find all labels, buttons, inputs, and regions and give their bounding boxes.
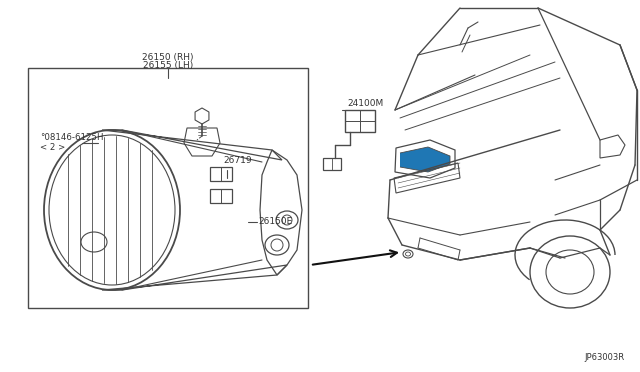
Bar — [210, 167, 232, 181]
Text: < 2 >: < 2 > — [40, 144, 65, 153]
Bar — [28, 68, 308, 308]
Text: 26150 (RH): 26150 (RH) — [142, 53, 194, 62]
Text: °08146-6125H: °08146-6125H — [40, 134, 104, 142]
Text: 26719: 26719 — [224, 156, 252, 165]
Bar — [323, 158, 341, 170]
Polygon shape — [400, 147, 450, 172]
Text: 26150E: 26150E — [258, 218, 292, 227]
Bar — [210, 189, 232, 203]
Text: 24100M: 24100M — [347, 99, 383, 109]
Bar — [345, 110, 375, 132]
Text: JP63003R: JP63003R — [585, 353, 625, 362]
Text: 26155 (LH): 26155 (LH) — [143, 61, 193, 70]
